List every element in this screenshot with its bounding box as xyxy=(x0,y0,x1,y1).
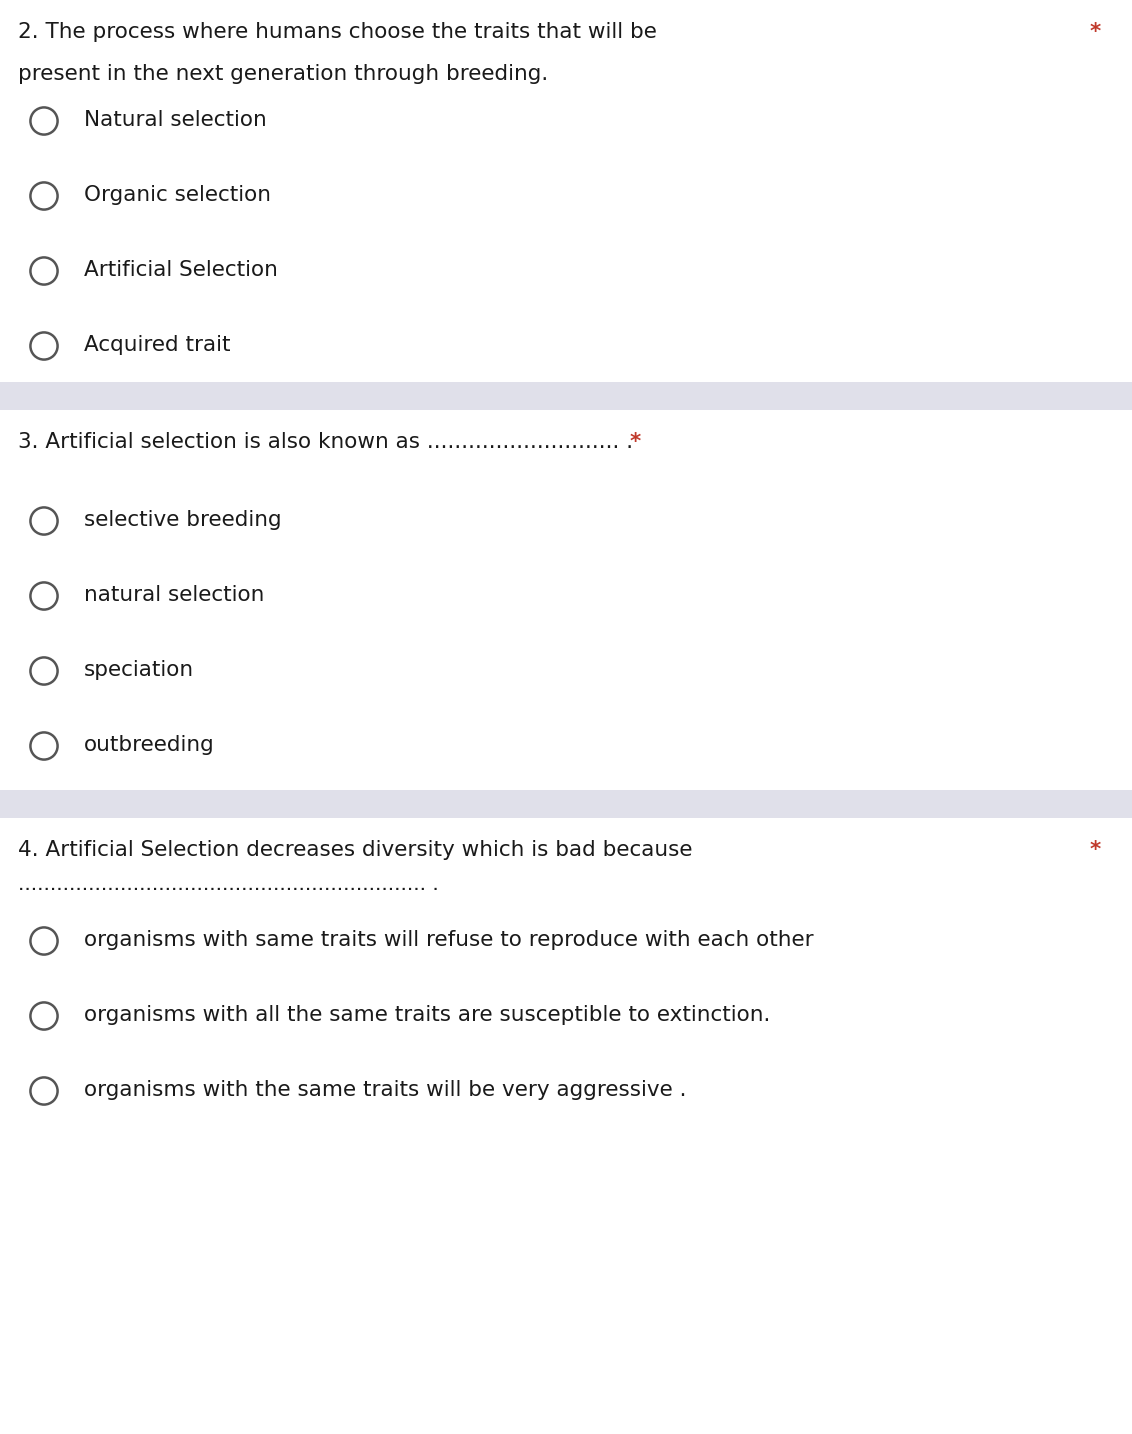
Text: *: * xyxy=(631,432,641,452)
Text: Artificial Selection: Artificial Selection xyxy=(84,260,277,280)
Text: present in the next generation through breeding.: present in the next generation through b… xyxy=(18,65,548,85)
Text: 3. Artificial selection is also known as ............................ .: 3. Artificial selection is also known as… xyxy=(18,432,640,452)
Text: organisms with same traits will refuse to reproduce with each other: organisms with same traits will refuse t… xyxy=(84,931,814,949)
Bar xyxy=(0,381,1132,410)
Text: outbreeding: outbreeding xyxy=(84,736,215,754)
Text: *: * xyxy=(1090,22,1101,42)
Text: 4. Artificial Selection decreases diversity which is bad because: 4. Artificial Selection decreases divers… xyxy=(18,840,693,860)
Text: Natural selection: Natural selection xyxy=(84,110,267,130)
Text: selective breeding: selective breeding xyxy=(84,511,282,531)
Text: Organic selection: Organic selection xyxy=(84,185,271,205)
Text: 2. The process where humans choose the traits that will be: 2. The process where humans choose the t… xyxy=(18,22,657,42)
Text: Acquired trait: Acquired trait xyxy=(84,336,231,356)
Text: organisms with all the same traits are susceptible to extinction.: organisms with all the same traits are s… xyxy=(84,1005,771,1025)
Text: organisms with the same traits will be very aggressive .: organisms with the same traits will be v… xyxy=(84,1080,686,1100)
Bar xyxy=(0,790,1132,817)
Text: natural selection: natural selection xyxy=(84,585,265,605)
Text: speciation: speciation xyxy=(84,660,194,680)
Text: *: * xyxy=(1090,840,1101,860)
Text: ................................................................ .: ........................................… xyxy=(18,875,439,893)
